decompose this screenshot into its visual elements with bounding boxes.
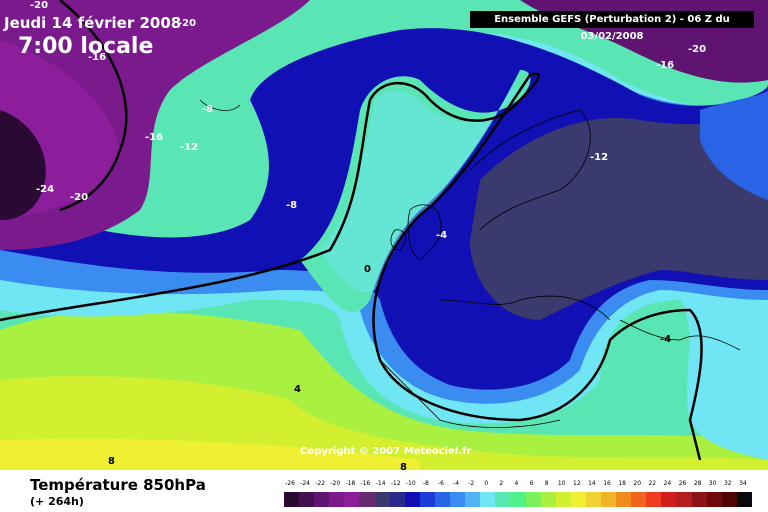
label: 8 xyxy=(400,462,407,470)
band-slate xyxy=(470,110,768,320)
label: 0 xyxy=(364,264,371,275)
scale-label: 24 xyxy=(663,480,672,487)
scale-swatch xyxy=(359,492,375,507)
scale-label: -10 xyxy=(405,480,416,487)
color-scale-bar xyxy=(284,492,752,507)
band-warm-tongue-edge xyxy=(320,88,520,293)
scale-label: 6 xyxy=(529,480,534,487)
scale-label: -16 xyxy=(360,480,371,487)
scale-swatch xyxy=(646,492,662,507)
label: -16 xyxy=(88,52,106,63)
scale-label: -4 xyxy=(453,480,460,487)
scale-label: 14 xyxy=(588,480,596,487)
forecast-hour: 7:00 locale xyxy=(18,34,154,59)
scale-swatch xyxy=(344,492,360,507)
scale-swatch xyxy=(691,492,707,507)
scale-swatch xyxy=(555,492,571,507)
scale-label: 4 xyxy=(514,480,519,487)
scale-swatch xyxy=(631,492,647,507)
scale-label: -18 xyxy=(345,480,356,487)
scale-swatch xyxy=(661,492,677,507)
scale-swatch xyxy=(299,492,315,507)
scale-swatch xyxy=(736,492,752,507)
label: -20 xyxy=(30,0,48,11)
label: -8 xyxy=(202,104,213,115)
scale-swatch xyxy=(570,492,586,507)
lead-time: (+ 264h) xyxy=(30,495,84,508)
scale-swatch xyxy=(389,492,405,507)
scale-label: -6 xyxy=(437,480,444,487)
color-scale-labels: -26 -24 -22 -20 -18 -16 -14 -12 -10 -8 -6 -4 -2 0 2 4 6 8… xyxy=(284,480,752,490)
scale-swatch xyxy=(374,492,390,507)
scale-label: 22 xyxy=(648,480,657,487)
scale-label: 18 xyxy=(618,480,626,487)
scale-swatch xyxy=(419,492,435,507)
scale-label: -22 xyxy=(315,480,326,487)
model-run-banner: Ensemble GEFS (Perturbation 2) - 06 Z du… xyxy=(470,11,754,42)
scale-label: -20 xyxy=(330,480,341,487)
scale-label: 10 xyxy=(557,480,566,487)
scale-label: -14 xyxy=(375,480,386,487)
scale-swatch xyxy=(404,492,420,507)
scale-swatch xyxy=(676,492,692,507)
scale-swatch xyxy=(616,492,632,507)
scale-swatch xyxy=(706,492,722,507)
scale-label: -12 xyxy=(390,480,401,487)
scale-swatch xyxy=(600,492,617,507)
label: 4 xyxy=(294,384,301,395)
label: -20 xyxy=(688,44,706,55)
label: -4 xyxy=(436,230,447,241)
scale-swatch xyxy=(721,492,737,507)
scale-swatch xyxy=(284,492,300,507)
scale-label: -8 xyxy=(422,480,429,487)
forecast-date: Jeudi 14 février 2008 xyxy=(4,14,182,32)
label: -24 xyxy=(36,184,54,195)
scale-swatch xyxy=(585,492,601,507)
scale-swatch xyxy=(495,492,511,507)
scale-label: -26 xyxy=(285,480,295,487)
scale-label: 16 xyxy=(603,480,611,487)
scale-label: 0 xyxy=(484,480,489,487)
scale-swatch xyxy=(314,492,330,507)
label: -8 xyxy=(286,200,297,211)
scale-label: 30 xyxy=(708,480,717,487)
label: -20 xyxy=(70,192,88,203)
isotherm-labels: -20 -20 -16 -20 -16 -8 -16 -12 -24 -20 -… xyxy=(30,0,706,470)
scale-swatch xyxy=(434,492,451,507)
label: 8 xyxy=(108,456,115,467)
scale-label: -24 xyxy=(300,480,310,487)
scale-swatch xyxy=(480,492,496,507)
scale-label: 2 xyxy=(499,480,504,487)
scale-swatch xyxy=(540,492,556,507)
isotherm-zero xyxy=(0,72,703,461)
scale-swatch xyxy=(465,492,481,507)
temperature-map xyxy=(0,0,768,470)
band-deep-purple xyxy=(0,110,46,220)
band-yellow-deep xyxy=(0,438,420,470)
scale-label: 20 xyxy=(633,480,642,487)
copyright-notice: Copyright © 2007 Meteociel.fr xyxy=(300,446,472,457)
label: -4 xyxy=(660,334,671,345)
parameter-title: Température 850hPa xyxy=(30,476,206,494)
scale-label: 34 xyxy=(739,480,747,487)
scale-swatch xyxy=(510,492,526,507)
isotherm-minus-20 xyxy=(59,0,128,212)
scale-swatch xyxy=(450,492,466,507)
label: -12 xyxy=(180,142,198,153)
label: -20 xyxy=(178,18,196,29)
scale-label: -2 xyxy=(468,480,475,487)
label: -16 xyxy=(145,132,163,143)
label: -16 xyxy=(656,60,674,71)
label: -12 xyxy=(590,152,608,163)
scale-label: 26 xyxy=(678,480,687,487)
scale-label: 28 xyxy=(693,480,702,487)
band-blue-russia xyxy=(700,90,768,200)
scale-label: 8 xyxy=(544,480,549,487)
scale-swatch xyxy=(525,492,541,507)
scale-label: 32 xyxy=(723,480,732,487)
scale-swatch xyxy=(329,492,345,507)
coastlines xyxy=(199,99,741,428)
scale-label: 12 xyxy=(573,480,581,487)
